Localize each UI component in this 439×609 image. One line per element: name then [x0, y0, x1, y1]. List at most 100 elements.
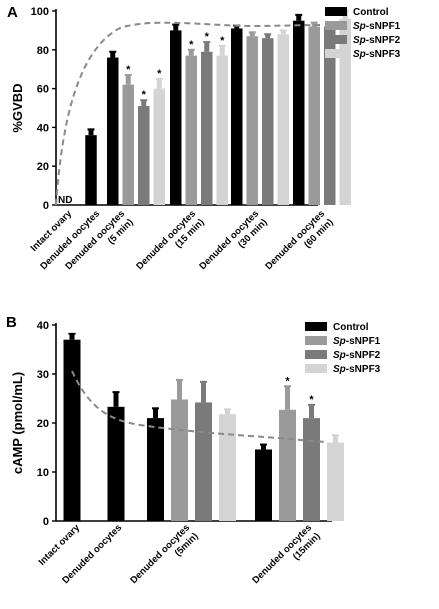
- legend-swatch: [305, 322, 327, 331]
- error-bar: [177, 379, 182, 400]
- fit-curve: [71, 370, 326, 443]
- legend-label-text: -sNPF3: [346, 364, 381, 375]
- legend-swatch: [305, 336, 327, 345]
- nd-annotation: ND: [58, 195, 72, 206]
- significance-star: *: [220, 35, 225, 47]
- bar: [308, 26, 320, 205]
- significance-star: *: [205, 31, 210, 43]
- bar: [327, 442, 344, 521]
- legend-label: Sp-sNPF1: [333, 336, 381, 347]
- legend-swatch: [305, 364, 327, 373]
- legend-label-italic: Sp: [353, 49, 366, 60]
- error-bar: [113, 392, 119, 407]
- bar: [293, 20, 305, 206]
- significance-star: *: [285, 375, 290, 387]
- y-tick-label: 20: [37, 418, 49, 430]
- legend-label-italic: Sp: [333, 350, 346, 361]
- bar: [246, 36, 258, 205]
- fit-curve: [55, 21, 321, 206]
- y-tick-label: 80: [37, 45, 49, 57]
- error-bar: [125, 75, 131, 85]
- error-bar: [261, 444, 266, 450]
- bar: [255, 449, 272, 521]
- bar: [63, 339, 81, 521]
- y-axis-label: %GVBD: [10, 83, 25, 132]
- bar: [231, 28, 243, 206]
- bar: [170, 30, 182, 206]
- significance-star: *: [189, 39, 194, 51]
- bar: [195, 402, 212, 521]
- error-bar: [280, 30, 286, 35]
- y-axis-label: cAMP (pmol/mL): [10, 372, 25, 474]
- bar: [339, 18, 351, 206]
- legend-label-text: -sNPF1: [346, 336, 381, 347]
- error-bar: [309, 404, 314, 419]
- y-tick-label: 40: [37, 320, 49, 332]
- error-bar: [88, 129, 94, 136]
- bar: [171, 399, 188, 521]
- error-bar: [69, 333, 75, 340]
- legend-swatch: [325, 7, 347, 16]
- y-tick-label: 60: [37, 84, 49, 96]
- category-label-line: Intact ovary: [37, 522, 83, 568]
- error-bar: [110, 51, 116, 58]
- bar: [147, 418, 164, 521]
- legend-label-italic: Sp: [333, 364, 346, 375]
- category-label: Denuded oocytes(5 min): [63, 208, 135, 280]
- category-label: Denuded oocytes(15min): [250, 522, 322, 594]
- error-bar: [153, 408, 158, 419]
- bar: [277, 34, 289, 205]
- legend-label: Sp-sNPF2: [333, 350, 381, 361]
- legend-label-text: Control: [333, 322, 369, 333]
- legend-swatch: [325, 21, 347, 30]
- bar: [219, 414, 236, 521]
- legend-swatch: [325, 49, 347, 58]
- significance-star: *: [157, 68, 162, 80]
- significance-star: *: [142, 89, 147, 101]
- legend-label-text: -sNPF2: [346, 350, 381, 361]
- y-tick-label: 30: [37, 369, 49, 381]
- y-tick-label: 20: [37, 161, 49, 173]
- y-tick-label: 40: [37, 122, 49, 134]
- legend-label: Sp-sNPF1: [353, 21, 401, 32]
- error-bar: [188, 49, 194, 56]
- bar: [279, 409, 296, 521]
- error-bar: [201, 381, 206, 403]
- panel-letter: A: [7, 4, 18, 21]
- legend-label: Control: [353, 7, 389, 18]
- y-tick-label: 10: [37, 467, 49, 479]
- error-bar: [141, 100, 147, 107]
- y-tick-label: 0: [43, 200, 49, 212]
- error-bar: [311, 22, 317, 27]
- bar: [216, 55, 228, 206]
- panel-letter: B: [6, 314, 17, 331]
- legend-label-italic: Sp: [353, 21, 366, 32]
- significance-star: *: [309, 394, 314, 406]
- legend-label-text: -sNPF3: [366, 49, 401, 60]
- y-tick-label: 100: [31, 6, 49, 18]
- bar: [153, 88, 165, 205]
- legend-swatch: [325, 35, 347, 44]
- legend-label-text: -sNPF2: [366, 35, 401, 46]
- bar: [138, 106, 150, 205]
- legend-label-italic: Sp: [353, 35, 366, 46]
- legend-label-text: -sNPF1: [366, 21, 401, 32]
- category-label: Denuded oocytes(15 min): [134, 208, 206, 280]
- error-bar: [225, 409, 230, 415]
- category-label: Denuded oocytes(5min): [128, 522, 200, 594]
- category-label: Denuded oocytes(60 min): [263, 208, 335, 280]
- bar: [262, 38, 274, 205]
- bar: [122, 84, 134, 205]
- legend-label: Sp-sNPF2: [353, 35, 401, 46]
- bar: [324, 26, 336, 205]
- error-bar: [333, 435, 338, 443]
- error-bar: [285, 386, 290, 410]
- bar: [201, 51, 213, 205]
- error-bar: [249, 32, 255, 37]
- bar: [185, 55, 197, 206]
- significance-star: *: [126, 64, 131, 76]
- category-label: Intact ovary: [37, 522, 83, 568]
